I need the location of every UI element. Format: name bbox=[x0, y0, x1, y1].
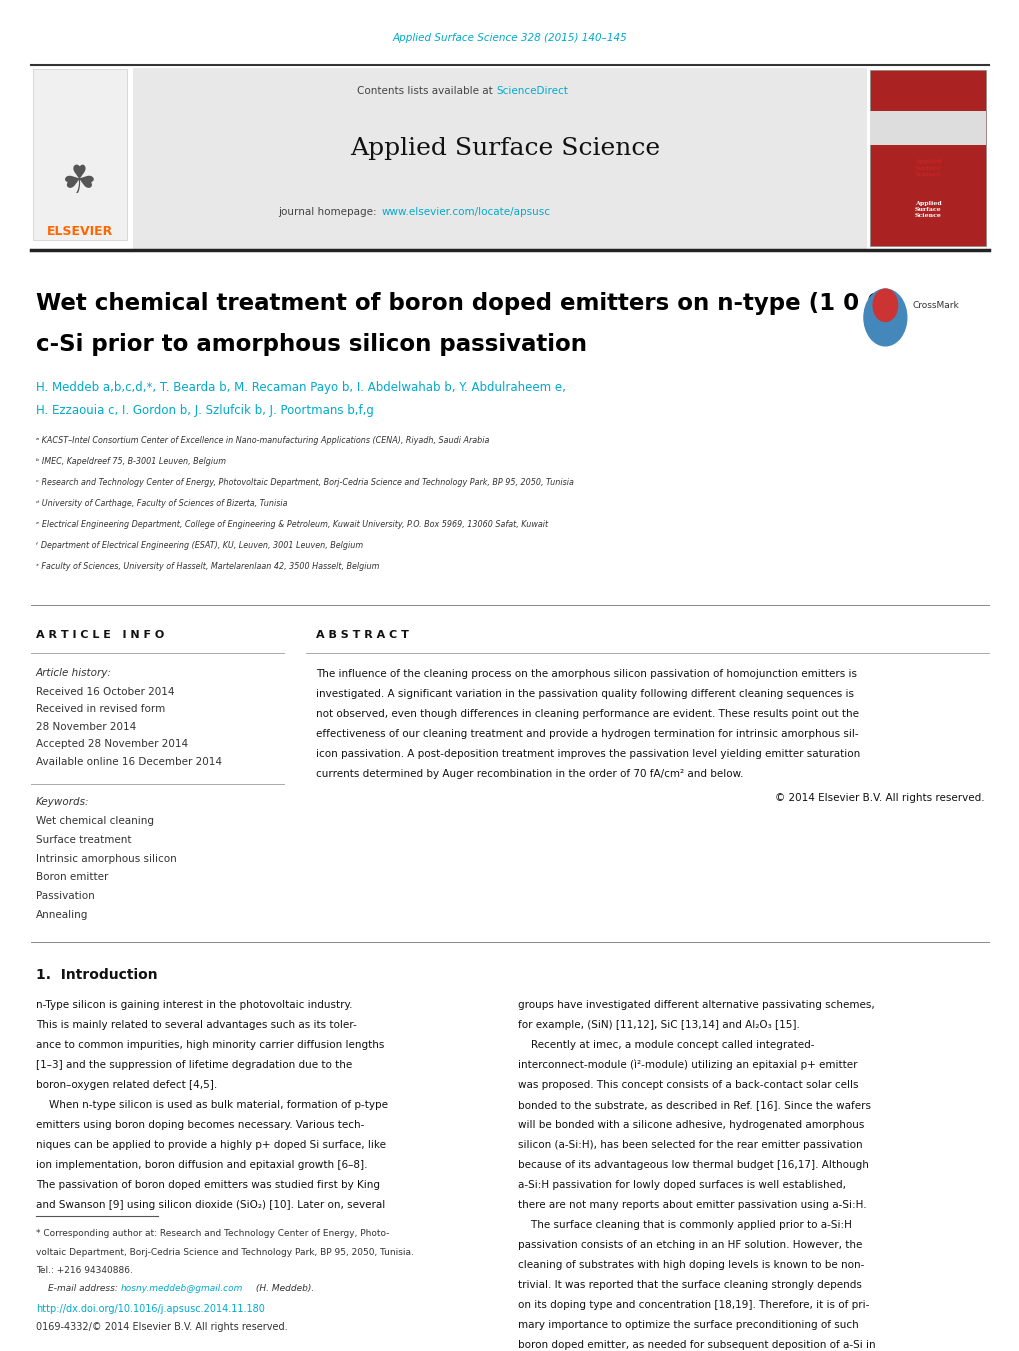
Text: journal homepage:: journal homepage: bbox=[278, 207, 380, 218]
Bar bbox=[869, 111, 985, 145]
Text: for example, (SiN) [11,12], SiC [13,14] and Al₂O₃ [15].: for example, (SiN) [11,12], SiC [13,14] … bbox=[518, 1020, 799, 1031]
Text: ☘: ☘ bbox=[62, 163, 97, 201]
Text: Keywords:: Keywords: bbox=[36, 797, 89, 808]
Text: groups have investigated different alternative passivating schemes,: groups have investigated different alter… bbox=[518, 1000, 874, 1011]
Text: ᶜ Research and Technology Center of Energy, Photovoltaic Department, Borj-Cedria: ᶜ Research and Technology Center of Ener… bbox=[36, 478, 573, 486]
Text: ELSEVIER: ELSEVIER bbox=[47, 224, 112, 238]
Circle shape bbox=[872, 289, 897, 322]
Bar bbox=[33, 69, 127, 240]
Text: The influence of the cleaning process on the amorphous silicon passivation of ho: The influence of the cleaning process on… bbox=[316, 669, 856, 680]
Text: ᶟ Faculty of Sciences, University of Hasselt, Martelarenlaan 42, 3500 Hasselt, B: ᶟ Faculty of Sciences, University of Has… bbox=[36, 562, 379, 570]
Text: Applied Surface Science: Applied Surface Science bbox=[350, 136, 659, 161]
Text: ion implementation, boron diffusion and epitaxial growth [6–8].: ion implementation, boron diffusion and … bbox=[36, 1161, 367, 1170]
Text: A B S T R A C T: A B S T R A C T bbox=[316, 630, 409, 640]
Text: niques can be applied to provide a highly p+ doped Si surface, like: niques can be applied to provide a highl… bbox=[36, 1140, 385, 1150]
Text: Received in revised form: Received in revised form bbox=[36, 704, 165, 715]
Text: Wet chemical treatment of boron doped emitters on n-type (1 0 0): Wet chemical treatment of boron doped em… bbox=[36, 292, 893, 316]
Text: 1.  Introduction: 1. Introduction bbox=[36, 969, 157, 982]
Text: and Swanson [9] using silicon dioxide (SiO₂) [10]. Later on, several: and Swanson [9] using silicon dioxide (S… bbox=[36, 1200, 384, 1210]
Text: ᵈ University of Carthage, Faculty of Sciences of Bizerta, Tunisia: ᵈ University of Carthage, Faculty of Sci… bbox=[36, 499, 287, 508]
Text: Accepted 28 November 2014: Accepted 28 November 2014 bbox=[36, 739, 187, 750]
Text: The surface cleaning that is commonly applied prior to a-Si:H: The surface cleaning that is commonly ap… bbox=[518, 1220, 851, 1231]
Text: boron–oxygen related defect [4,5].: boron–oxygen related defect [4,5]. bbox=[36, 1079, 217, 1090]
Text: Boron emitter: Boron emitter bbox=[36, 873, 108, 882]
Text: Applied
Surface
Science: Applied Surface Science bbox=[914, 159, 941, 177]
Text: E-mail address:: E-mail address: bbox=[48, 1285, 120, 1293]
Text: 0169-4332/© 2014 Elsevier B.V. All rights reserved.: 0169-4332/© 2014 Elsevier B.V. All right… bbox=[36, 1321, 287, 1332]
Text: CrossMark: CrossMark bbox=[912, 301, 959, 309]
Text: ᶠ Department of Electrical Engineering (ESAT), KU, Leuven, 3001 Leuven, Belgium: ᶠ Department of Electrical Engineering (… bbox=[36, 540, 363, 550]
Text: ScienceDirect: ScienceDirect bbox=[496, 85, 568, 96]
Text: investigated. A significant variation in the passivation quality following diffe: investigated. A significant variation in… bbox=[316, 689, 853, 700]
Text: Tel.: +216 94340886.: Tel.: +216 94340886. bbox=[36, 1266, 132, 1275]
Text: A R T I C L E   I N F O: A R T I C L E I N F O bbox=[36, 630, 164, 640]
Text: H. Meddeb a,b,c,d,*, T. Bearda b, M. Recaman Payo b, I. Abdelwahab b, Y. Abdulra: H. Meddeb a,b,c,d,*, T. Bearda b, M. Rec… bbox=[36, 381, 565, 394]
Text: ance to common impurities, high minority carrier diffusion lengths: ance to common impurities, high minority… bbox=[36, 1040, 384, 1050]
Text: hosny.meddeb@gmail.com: hosny.meddeb@gmail.com bbox=[120, 1285, 243, 1293]
Text: Available online 16 December 2014: Available online 16 December 2014 bbox=[36, 757, 221, 767]
Text: H. Ezzaouia c, I. Gordon b, J. Szlufcik b, J. Poortmans b,f,g: H. Ezzaouia c, I. Gordon b, J. Szlufcik … bbox=[36, 404, 373, 417]
Text: Annealing: Annealing bbox=[36, 909, 88, 920]
Text: mary importance to optimize the surface preconditioning of such: mary importance to optimize the surface … bbox=[518, 1320, 858, 1331]
Text: voltaic Department, Borj-Cedria Science and Technology Park, BP 95, 2050, Tunisi: voltaic Department, Borj-Cedria Science … bbox=[36, 1247, 413, 1256]
Text: emitters using boron doping becomes necessary. Various tech-: emitters using boron doping becomes nece… bbox=[36, 1120, 364, 1131]
Text: was proposed. This concept consists of a back-contact solar cells: was proposed. This concept consists of a… bbox=[518, 1079, 858, 1090]
Text: © 2014 Elsevier B.V. All rights reserved.: © 2014 Elsevier B.V. All rights reserved… bbox=[773, 793, 983, 804]
Text: www.elsevier.com/locate/apsusc: www.elsevier.com/locate/apsusc bbox=[381, 207, 550, 218]
Text: 28 November 2014: 28 November 2014 bbox=[36, 721, 136, 732]
Text: on its doping type and concentration [18,19]. Therefore, it is of pri-: on its doping type and concentration [18… bbox=[518, 1300, 868, 1310]
Text: effectiveness of our cleaning treatment and provide a hydrogen termination for i: effectiveness of our cleaning treatment … bbox=[316, 730, 858, 739]
Text: n-Type silicon is gaining interest in the photovoltaic industry.: n-Type silicon is gaining interest in th… bbox=[36, 1000, 352, 1011]
Text: boron doped emitter, as needed for subsequent deposition of a-Si in: boron doped emitter, as needed for subse… bbox=[518, 1340, 875, 1350]
Text: Received 16 October 2014: Received 16 October 2014 bbox=[36, 686, 174, 697]
Text: will be bonded with a silicone adhesive, hydrogenated amorphous: will be bonded with a silicone adhesive,… bbox=[518, 1120, 864, 1131]
Text: silicon (a-Si:H), has been selected for the rear emitter passivation: silicon (a-Si:H), has been selected for … bbox=[518, 1140, 862, 1150]
Text: there are not many reports about emitter passivation using a-Si:H.: there are not many reports about emitter… bbox=[518, 1200, 866, 1210]
Text: interconnect-module (ì²-module) utilizing an epitaxial p+ emitter: interconnect-module (ì²-module) utilizin… bbox=[518, 1061, 857, 1070]
Text: currents determined by Auger recombination in the order of 70 fA/cm² and below.: currents determined by Auger recombinati… bbox=[316, 769, 743, 780]
Text: Wet chemical cleaning: Wet chemical cleaning bbox=[36, 816, 154, 827]
Text: The passivation of boron doped emitters was studied first by King: The passivation of boron doped emitters … bbox=[36, 1179, 379, 1190]
Text: not observed, even though differences in cleaning performance are evident. These: not observed, even though differences in… bbox=[316, 709, 858, 719]
Text: (H. Meddeb).: (H. Meddeb). bbox=[253, 1285, 314, 1293]
Text: ᵉ Electrical Engineering Department, College of Engineering & Petroleum, Kuwait : ᵉ Electrical Engineering Department, Col… bbox=[36, 520, 547, 528]
Text: This is mainly related to several advantages such as its toler-: This is mainly related to several advant… bbox=[36, 1020, 356, 1031]
Text: ᵃ KACST–Intel Consortium Center of Excellence in Nano-manufacturing Applications: ᵃ KACST–Intel Consortium Center of Excel… bbox=[36, 436, 488, 444]
Text: trivial. It was reported that the surface cleaning strongly depends: trivial. It was reported that the surfac… bbox=[518, 1279, 861, 1290]
Text: bonded to the substrate, as described in Ref. [16]. Since the wafers: bonded to the substrate, as described in… bbox=[518, 1100, 870, 1111]
Text: http://dx.doi.org/10.1016/j.apsusc.2014.11.180: http://dx.doi.org/10.1016/j.apsusc.2014.… bbox=[36, 1304, 264, 1315]
Text: icon passivation. A post-deposition treatment improves the passivation level yie: icon passivation. A post-deposition trea… bbox=[316, 748, 860, 759]
Text: Intrinsic amorphous silicon: Intrinsic amorphous silicon bbox=[36, 854, 176, 863]
Text: * Corresponding author at: Research and Technology Center of Energy, Photo-: * Corresponding author at: Research and … bbox=[36, 1229, 388, 1238]
Bar bbox=[869, 70, 985, 246]
Text: Article history:: Article history: bbox=[36, 667, 111, 678]
Bar bbox=[132, 68, 866, 250]
Text: Contents lists available at: Contents lists available at bbox=[357, 85, 495, 96]
Text: cleaning of substrates with high doping levels is known to be non-: cleaning of substrates with high doping … bbox=[518, 1260, 864, 1270]
Text: Passivation: Passivation bbox=[36, 890, 95, 901]
Text: passivation consists of an etching in an HF solution. However, the: passivation consists of an etching in an… bbox=[518, 1240, 862, 1250]
Text: a-Si:H passivation for lowly doped surfaces is well established,: a-Si:H passivation for lowly doped surfa… bbox=[518, 1179, 846, 1190]
Text: When n-type silicon is used as bulk material, formation of p-type: When n-type silicon is used as bulk mate… bbox=[36, 1100, 387, 1111]
Text: Surface treatment: Surface treatment bbox=[36, 835, 131, 846]
Text: Applied
Surface
Science: Applied Surface Science bbox=[914, 201, 941, 218]
Text: because of its advantageous low thermal budget [16,17]. Although: because of its advantageous low thermal … bbox=[518, 1161, 868, 1170]
Text: c-Si prior to amorphous silicon passivation: c-Si prior to amorphous silicon passivat… bbox=[36, 332, 586, 357]
Text: Applied Surface Science 328 (2015) 140–145: Applied Surface Science 328 (2015) 140–1… bbox=[392, 32, 627, 43]
Text: ᵇ IMEC, Kapeldreef 75, B-3001 Leuven, Belgium: ᵇ IMEC, Kapeldreef 75, B-3001 Leuven, Be… bbox=[36, 457, 225, 466]
Text: [1–3] and the suppression of lifetime degradation due to the: [1–3] and the suppression of lifetime de… bbox=[36, 1061, 352, 1070]
Circle shape bbox=[863, 289, 906, 346]
Text: Recently at imec, a module concept called integrated-: Recently at imec, a module concept calle… bbox=[518, 1040, 814, 1050]
